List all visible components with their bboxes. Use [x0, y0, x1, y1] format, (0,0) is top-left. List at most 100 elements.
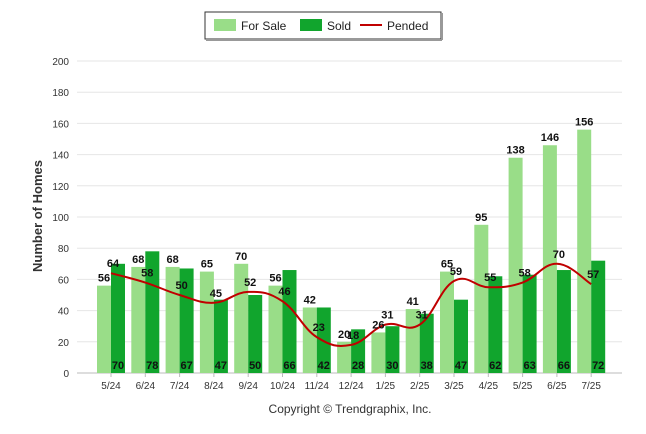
data-labels: 56 70 68 78 68 67 65 47 70 50 56 66 42 42 20 28 26 30 41 38…: [98, 117, 604, 372]
y-tick-labels: 0 20 40 60 80 100 120 140 160 180 200: [52, 57, 69, 380]
legend-item-pended[interactable]: Pended: [360, 19, 428, 33]
bars: [97, 129, 606, 373]
legend-box: [204, 11, 442, 40]
data-label-for-sale: 70: [235, 251, 247, 263]
bar-sold[interactable]: [282, 270, 297, 373]
x-tick-label: 2/25: [410, 381, 430, 392]
legend-label-pended: Pended: [387, 19, 428, 33]
data-label-pended: 23: [313, 322, 325, 334]
x-tick-label: 7/25: [581, 381, 601, 392]
x-tick-label: 6/24: [136, 381, 156, 392]
data-label-sold: 66: [558, 360, 570, 372]
y-axis-title: Number of Homes: [30, 160, 45, 272]
data-label-pended: 58: [518, 268, 530, 280]
x-tick-label: 11/24: [305, 381, 330, 392]
data-label-for-sale: 138: [506, 145, 524, 157]
y-tick-label: 20: [58, 338, 70, 349]
bar-sold[interactable]: [179, 268, 194, 373]
data-label-for-sale: 42: [304, 294, 316, 306]
bar-sold[interactable]: [454, 299, 468, 373]
data-label-pended: 59: [450, 266, 462, 278]
y-tick-label: 140: [52, 151, 69, 162]
legend-label-for-sale: For Sale: [241, 19, 287, 33]
data-label-for-sale: 26: [372, 319, 384, 331]
data-label-pended: 31: [416, 310, 428, 322]
bar-for-sale[interactable]: [440, 271, 454, 373]
bar-sold[interactable]: [488, 276, 503, 373]
data-label-pended: 64: [107, 258, 120, 270]
bar-for-sale[interactable]: [234, 263, 249, 373]
bar-sold[interactable]: [522, 274, 537, 373]
data-label-pended: 18: [347, 330, 359, 342]
x-tick-label: 3/25: [444, 381, 464, 392]
data-label-pended: 58: [141, 268, 153, 280]
bar-sold[interactable]: [385, 326, 400, 373]
data-label-pended: 50: [175, 280, 187, 292]
y-tick-label: 100: [52, 213, 69, 224]
data-label-sold: 67: [180, 360, 192, 372]
legend-item-sold[interactable]: Sold: [300, 19, 351, 33]
data-label-for-sale: 20: [338, 329, 350, 341]
bar-for-sale[interactable]: [302, 307, 317, 373]
legend-swatch-for-sale: [214, 19, 236, 31]
bar-for-sale[interactable]: [474, 224, 489, 373]
bar-for-sale[interactable]: [371, 332, 386, 373]
pended-series-line[interactable]: [110, 262, 592, 347]
copyright-text: Copyright © Trendgraphix, Inc.: [269, 402, 432, 416]
y-tick-label: 80: [58, 244, 70, 255]
legend-item-for-sale[interactable]: For Sale: [214, 19, 287, 33]
data-label-sold: 28: [352, 360, 364, 372]
data-label-sold: 47: [455, 360, 467, 372]
bar-for-sale[interactable]: [542, 145, 557, 373]
y-tick-label: 60: [58, 275, 70, 286]
pended-line: [110, 262, 592, 347]
data-label-for-sale: 65: [201, 259, 213, 271]
bar-for-sale[interactable]: [131, 266, 146, 373]
data-label-sold: 47: [215, 360, 227, 372]
legend-label-sold: Sold: [327, 19, 351, 33]
data-label-pended: 46: [278, 286, 290, 298]
x-tick-label: 8/24: [204, 381, 224, 392]
data-label-sold: 50: [249, 360, 261, 372]
data-label-sold: 72: [592, 360, 604, 372]
bar-sold[interactable]: [556, 270, 571, 373]
data-label-pended: 52: [244, 277, 256, 289]
data-label-pended: 45: [210, 288, 222, 300]
bar-sold[interactable]: [213, 299, 228, 373]
bar-sold[interactable]: [248, 295, 263, 373]
data-label-sold: 38: [421, 360, 433, 372]
x-tick-label: 7/24: [170, 381, 190, 392]
data-label-for-sale: 68: [166, 254, 178, 266]
data-label-sold: 42: [318, 360, 330, 372]
bar-for-sale[interactable]: [405, 309, 420, 373]
bar-sold[interactable]: [419, 313, 434, 373]
bar-for-sale[interactable]: [97, 285, 111, 373]
data-label-for-sale: 95: [475, 212, 487, 224]
y-tick-label: 40: [58, 307, 70, 318]
y-tick-label: 180: [52, 88, 69, 99]
x-tick-label: 9/24: [238, 381, 258, 392]
bar-for-sale[interactable]: [577, 129, 592, 373]
data-label-for-sale: 68: [132, 254, 144, 266]
x-tick-label: 4/25: [479, 381, 499, 392]
bar-sold[interactable]: [591, 260, 606, 373]
bar-sold[interactable]: [111, 263, 125, 373]
x-tick-labels: 5/24 6/24 7/24 8/24 9/24 10/24 11/24 12/24 1/25 2…: [101, 373, 601, 392]
data-label-sold: 66: [283, 360, 295, 372]
bar-for-sale[interactable]: [337, 341, 352, 373]
bar-sold[interactable]: [145, 251, 160, 373]
data-label-for-sale: 156: [575, 117, 593, 129]
bar-for-sale[interactable]: [268, 285, 283, 373]
x-tick-label: 5/25: [513, 381, 533, 392]
data-label-sold: 62: [489, 360, 501, 372]
data-label-for-sale: 65: [441, 259, 453, 271]
data-label-for-sale: 56: [269, 273, 281, 285]
data-label-for-sale: 56: [98, 273, 110, 285]
x-tick-label: 6/25: [547, 381, 567, 392]
data-label-for-sale: 41: [407, 296, 419, 308]
bar-for-sale[interactable]: [199, 271, 214, 373]
bar-for-sale[interactable]: [508, 157, 523, 373]
y-tick-label: 0: [63, 369, 69, 380]
data-label-pended: 55: [484, 272, 496, 284]
